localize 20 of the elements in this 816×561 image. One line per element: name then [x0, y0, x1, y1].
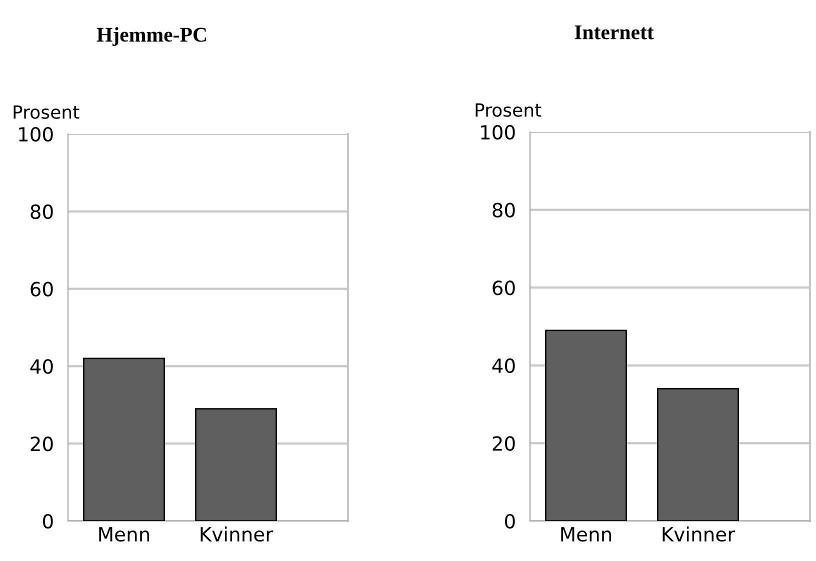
- y-tick-label: 40: [30, 359, 53, 374]
- x-tick-label: Menn: [561, 527, 612, 542]
- y-tick-label: 60: [30, 282, 53, 296]
- x-tick-label: Menn: [99, 527, 150, 542]
- y-axis-title: Prosent: [476, 103, 542, 117]
- y-tick-label: 0: [43, 514, 53, 529]
- y-tick-label: 60: [492, 280, 515, 296]
- y-tick-label: 40: [492, 358, 515, 374]
- y-tick-label: 100: [481, 124, 515, 140]
- x-tick-label: Kvinner: [200, 526, 274, 542]
- y-tick-label: 80: [30, 204, 53, 220]
- y-tick-label: 80: [492, 202, 515, 218]
- y-tick-label: 20: [30, 436, 53, 452]
- y-tick-label: 20: [492, 436, 515, 451]
- x-tick-label: Kvinner: [662, 526, 736, 542]
- y-axis-title: Prosent: [14, 105, 80, 119]
- chart-title: Internett: [574, 25, 654, 40]
- y-tick-label: 100: [19, 126, 53, 142]
- chart-title: Hjemme-PC: [96, 27, 206, 46]
- y-tick-label: 0: [505, 514, 515, 529]
